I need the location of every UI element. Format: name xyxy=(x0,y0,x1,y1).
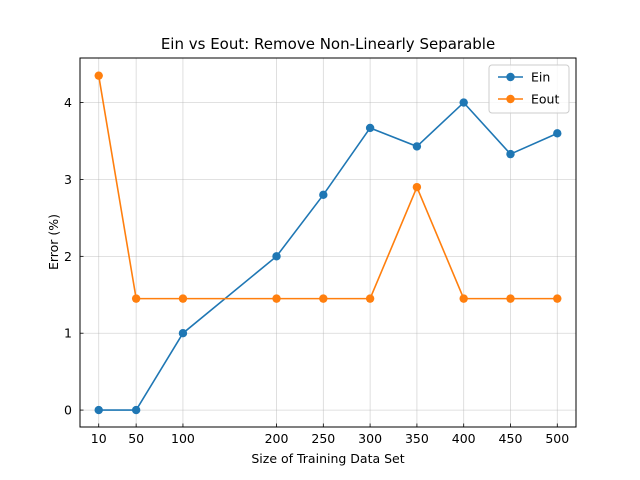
y-tick-label: 0 xyxy=(64,403,72,418)
ein-point xyxy=(131,405,141,415)
x-tick-label: 50 xyxy=(128,431,144,446)
ein-point xyxy=(553,129,562,138)
ein-point xyxy=(319,190,328,200)
legend-eout-label: Eout xyxy=(531,92,559,107)
x-tick-label: 400 xyxy=(452,431,476,446)
legend-ein-marker xyxy=(506,72,515,82)
grid-lines xyxy=(80,58,576,427)
x-tick-label: 500 xyxy=(545,431,569,446)
x-tick-label: 250 xyxy=(311,431,335,446)
ein-point xyxy=(365,123,375,133)
y-axis-label: Error (%) xyxy=(46,214,61,270)
eout-point xyxy=(553,294,562,303)
eout-point xyxy=(459,294,468,303)
x-tick-label: 350 xyxy=(405,431,429,446)
y-tick-label: 1 xyxy=(64,326,72,341)
legend-eout-marker xyxy=(506,94,515,104)
eout-point xyxy=(131,294,141,303)
ein-line xyxy=(98,101,558,411)
ein-point xyxy=(459,98,468,107)
ein-point xyxy=(178,329,188,338)
x-axis-label: Size of Training Data Set xyxy=(251,451,404,466)
eout-point xyxy=(412,182,422,192)
x-tick-label: 450 xyxy=(499,431,523,446)
ein-point xyxy=(412,142,422,151)
eout-line xyxy=(97,75,558,300)
eout-point xyxy=(365,294,375,303)
ein-point xyxy=(506,149,515,159)
x-tick-label: 200 xyxy=(265,431,289,446)
ein-point xyxy=(272,252,281,261)
x-tick-label: 10 xyxy=(91,431,107,446)
chart-title: Ein vs Eout: Remove Non-Linearly Separab… xyxy=(161,35,495,53)
series-layer xyxy=(94,71,562,415)
y-tick-label: 3 xyxy=(64,172,72,187)
ein-point xyxy=(94,405,103,415)
plot-frame xyxy=(79,57,577,428)
ticks-layer: 10 50 100 200 250 300 350 400 450 500 0 1 2 3 4 xyxy=(64,95,569,446)
eout-point xyxy=(94,71,103,80)
eout-point xyxy=(319,294,328,303)
eout-point xyxy=(178,294,188,303)
legend: Ein Eout xyxy=(488,64,570,114)
legend-ein-label: Ein xyxy=(531,70,550,85)
y-tick-label: 2 xyxy=(64,249,72,264)
y-tick-label: 4 xyxy=(64,95,72,110)
x-tick-label: 300 xyxy=(358,431,382,446)
eout-point xyxy=(506,294,515,303)
x-tick-label: 100 xyxy=(171,431,195,446)
eout-point xyxy=(272,294,281,303)
